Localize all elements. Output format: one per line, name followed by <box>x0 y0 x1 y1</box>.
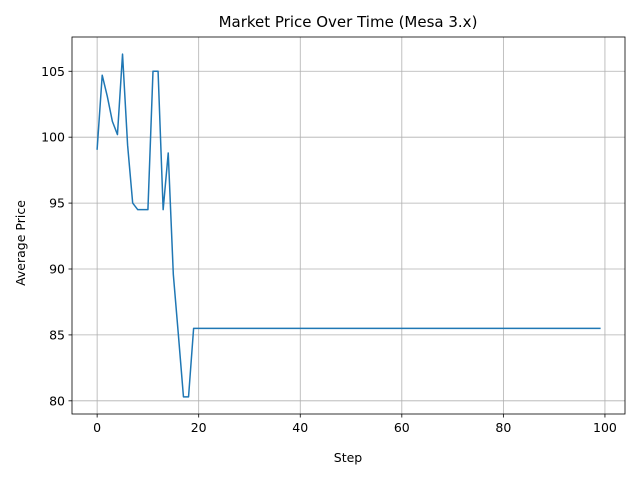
y-tick-label: 80 <box>49 393 65 408</box>
x-axis-label: Step <box>334 450 363 465</box>
series-layer <box>96 53 601 398</box>
plot-frame <box>71 36 626 415</box>
x-tick-label: 40 <box>292 420 308 435</box>
y-axis-label: Average Price <box>13 200 28 286</box>
y-tick-label: 95 <box>49 196 65 211</box>
y-tick-label: 85 <box>49 327 65 342</box>
series-line <box>96 53 601 398</box>
x-tick-label: 0 <box>93 420 101 435</box>
y-tick-label: 105 <box>41 64 65 79</box>
chart-title: Market Price Over Time (Mesa 3.x) <box>219 13 478 31</box>
x-tick-label: 20 <box>191 420 207 435</box>
x-tick-label: 60 <box>394 420 410 435</box>
x-tick-label: 80 <box>495 420 511 435</box>
x-tick-label: 100 <box>593 420 617 435</box>
y-tick-label: 100 <box>41 130 65 145</box>
grid-layer <box>72 37 625 414</box>
y-tick-label: 90 <box>49 262 65 277</box>
tick-layer: 0 20 40 60 80 100 80 85 90 95 100 105 <box>41 64 617 435</box>
